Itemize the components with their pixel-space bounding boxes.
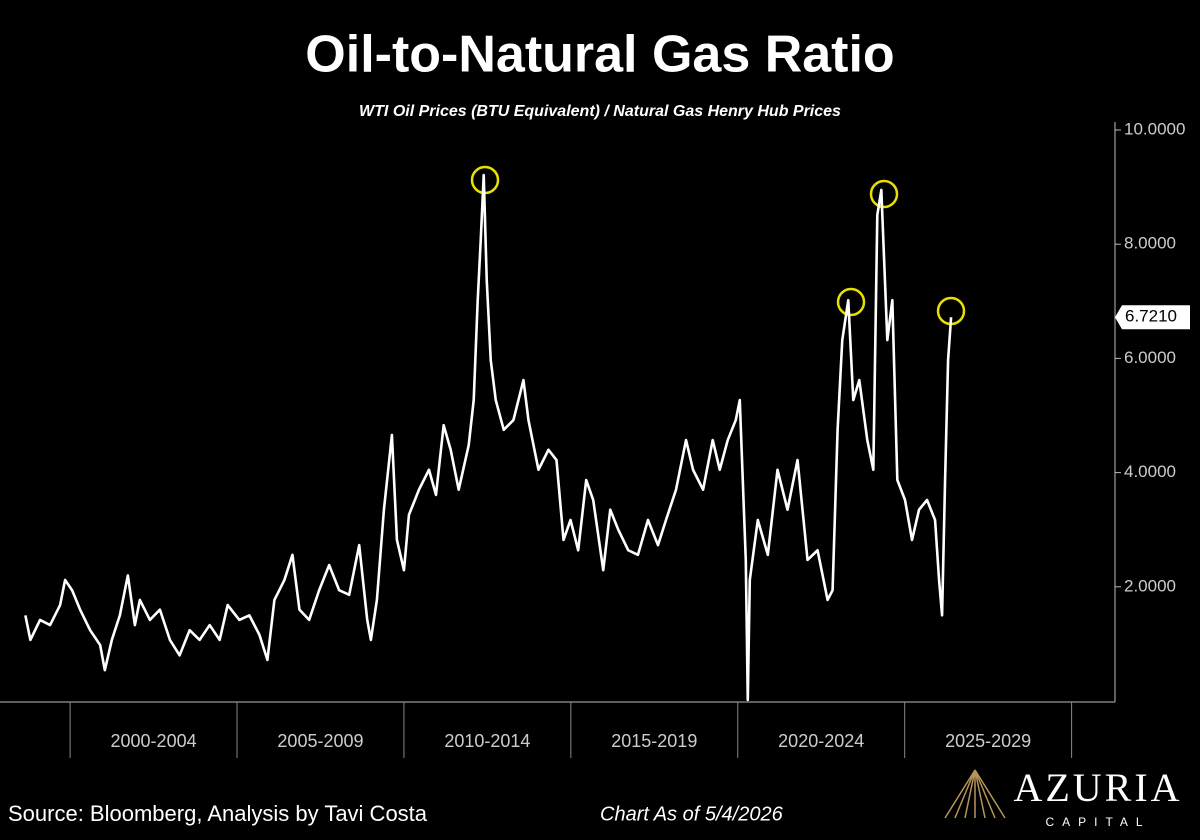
brand-name: AZURIA xyxy=(1013,765,1182,810)
y-tick-label: 2.0000 xyxy=(1124,576,1176,595)
y-tick-label: 4.0000 xyxy=(1124,462,1176,481)
date-note: Chart As of 5/4/2026 xyxy=(600,803,784,825)
highlight-circle xyxy=(869,179,899,209)
brand-tagline: CAPITAL xyxy=(1045,815,1150,829)
x-period-label: 2010-2014 xyxy=(444,731,530,751)
source-note: Source: Bloomberg, Analysis by Tavi Cost… xyxy=(8,801,428,826)
x-period-label: 2020-2024 xyxy=(778,731,864,751)
line-series xyxy=(24,173,953,702)
chart-subtitle: WTI Oil Prices (BTU Equivalent) / Natura… xyxy=(359,103,841,120)
x-period-label: 2025-2029 xyxy=(945,731,1031,751)
y-tick-label: 8.0000 xyxy=(1124,234,1176,253)
highlight-circle xyxy=(836,287,866,317)
last-value-label: 6.7210 xyxy=(1125,307,1177,326)
logo-mark xyxy=(944,769,1006,819)
x-period-label: 2000-2004 xyxy=(111,731,197,751)
chart-title: Oil-to-Natural Gas Ratio xyxy=(305,26,894,84)
x-period-label: 2015-2019 xyxy=(611,731,697,751)
y-tick-label: 6.0000 xyxy=(1124,348,1176,367)
x-period-label: 2005-2009 xyxy=(277,731,363,751)
last-value-box xyxy=(1115,305,1190,330)
y-tick-label: 10.0000 xyxy=(1124,119,1185,138)
